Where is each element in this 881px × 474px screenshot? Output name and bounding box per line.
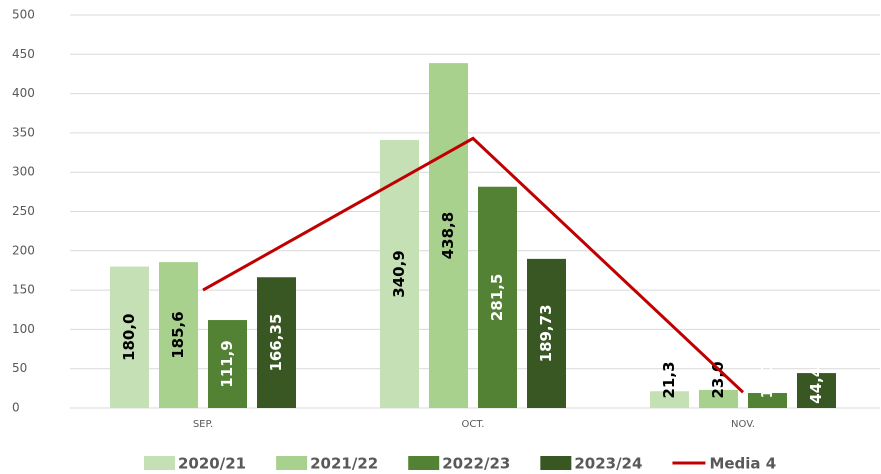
- value-label: 438,8: [439, 212, 457, 259]
- legend-swatch: [276, 456, 308, 470]
- value-label: 23,0: [709, 361, 727, 398]
- legend-label: 2021/22: [310, 455, 378, 473]
- value-label: 44,42: [807, 356, 825, 403]
- y-tick-label: 150: [12, 283, 35, 297]
- bar: [429, 63, 468, 408]
- legend-label: 2022/23: [442, 455, 510, 473]
- y-tick-label: 250: [12, 204, 35, 218]
- legend-label: 2023/24: [574, 455, 642, 473]
- line: [202, 136, 745, 394]
- y-tick-label: 400: [12, 86, 35, 100]
- y-tick-label: 100: [12, 322, 35, 336]
- legend-swatch: [408, 456, 440, 470]
- value-label: 166,35: [267, 314, 285, 372]
- bar: [208, 320, 247, 408]
- value-label: 189,73: [537, 304, 555, 362]
- y-tick-label: 50: [12, 361, 27, 375]
- bar: [748, 392, 787, 408]
- value-label: 281,5: [488, 274, 506, 321]
- legend-label: 2020/21: [178, 455, 246, 473]
- bar: [797, 373, 836, 408]
- x-tick-label: OCT.: [462, 419, 485, 430]
- x-tick-label: NOV.: [731, 419, 755, 430]
- value-label: 185,6: [169, 311, 187, 358]
- bar: [650, 391, 689, 408]
- value-label: 180,0: [120, 314, 138, 361]
- bar: [159, 262, 198, 408]
- x-tick-label: SEP.: [193, 419, 213, 430]
- y-tick-label: 300: [12, 165, 35, 179]
- y-tick-label: 0: [12, 401, 20, 415]
- bar: [110, 266, 149, 408]
- value-label: 21,3: [660, 361, 678, 398]
- legend-swatch: [144, 456, 175, 470]
- y-tick-label: 450: [12, 47, 35, 61]
- y-tick-label: 500: [12, 8, 35, 22]
- bar: [527, 258, 566, 408]
- value-label: 340,9: [390, 250, 408, 297]
- legend-swatch: [540, 456, 572, 470]
- value-label: 19,1: [758, 361, 776, 398]
- bar: [699, 389, 738, 408]
- y-tick-label: 350: [12, 125, 35, 139]
- y-tick-label: 200: [12, 243, 35, 257]
- legend-label: Media 4: [709, 455, 776, 473]
- bar: [257, 277, 296, 408]
- value-label: 111,9: [218, 340, 236, 387]
- bar: [380, 140, 419, 408]
- bar: [478, 186, 517, 408]
